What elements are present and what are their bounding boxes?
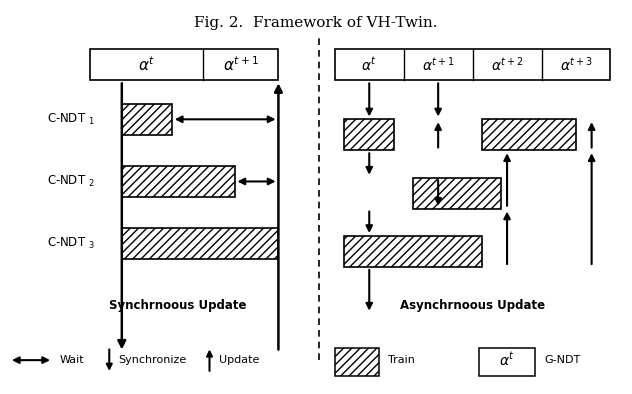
Text: C-NDT $_{3}$: C-NDT $_{3}$ [47, 236, 94, 251]
Text: Fig. 2.  Framework of VH-Twin.: Fig. 2. Framework of VH-Twin. [194, 17, 438, 30]
Bar [122, 104, 172, 135]
Text: $\alpha^{t+1}$: $\alpha^{t+1}$ [223, 56, 258, 74]
Bar [122, 228, 279, 259]
Text: $\alpha^t$: $\alpha^t$ [362, 56, 377, 74]
Text: Synchronize: Synchronize [119, 355, 187, 365]
Text: $\alpha^t$: $\alpha^t$ [499, 351, 515, 369]
Text: $\alpha^{t+1}$: $\alpha^{t+1}$ [422, 56, 454, 74]
Bar [335, 49, 611, 80]
Text: C-NDT $_{1}$: C-NDT $_{1}$ [47, 112, 94, 127]
Bar [482, 119, 576, 151]
Text: G-NDT: G-NDT [545, 355, 581, 365]
Text: C-NDT $_{2}$: C-NDT $_{2}$ [47, 174, 94, 189]
Text: $\alpha^t$: $\alpha^t$ [138, 56, 155, 74]
Bar [344, 119, 394, 151]
Bar [479, 349, 535, 376]
Text: Asynchrnoous Update: Asynchrnoous Update [400, 299, 545, 312]
Bar [90, 49, 279, 80]
Bar [413, 178, 501, 209]
Text: Update: Update [219, 355, 259, 365]
Text: Synchrnoous Update: Synchrnoous Update [109, 299, 247, 312]
Text: $\alpha^{t+3}$: $\alpha^{t+3}$ [559, 56, 592, 74]
Bar [335, 349, 379, 376]
Bar [122, 166, 234, 197]
Text: Wait: Wait [59, 355, 84, 365]
Bar [344, 236, 482, 267]
Text: $\alpha^{t+2}$: $\alpha^{t+2}$ [490, 56, 523, 74]
Text: Train: Train [388, 355, 415, 365]
